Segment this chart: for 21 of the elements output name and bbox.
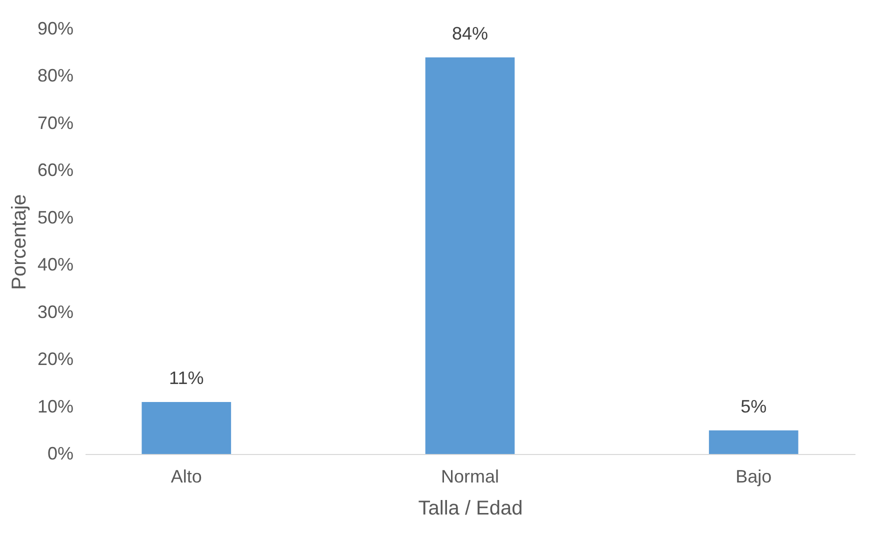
y-tick-label: 40% [37,254,74,275]
y-tick-label: 20% [37,349,74,370]
x-axis-title: Talla / Edad [418,498,523,520]
bar [708,430,798,454]
y-tick-label: 60% [37,160,74,180]
bar [142,402,232,454]
y-tick-label: 70% [37,112,74,133]
x-tick-label: Bajo [736,466,772,486]
bar [425,57,515,454]
x-tick-label: Normal [440,466,500,486]
y-tick-label: 30% [37,302,74,322]
data-label: 11% [169,368,204,388]
y-tick-label: 10% [37,396,74,416]
data-label: 84% [452,23,488,44]
y-tick-label: 50% [37,207,74,228]
y-axis-title: Porcentaje [8,194,30,290]
y-tick-label: 0% [47,444,74,464]
data-label: 5% [740,396,767,416]
y-tick-label: 90% [37,18,74,38]
y-tick-label: 80% [37,66,74,86]
x-tick-label: Alto [170,466,202,486]
